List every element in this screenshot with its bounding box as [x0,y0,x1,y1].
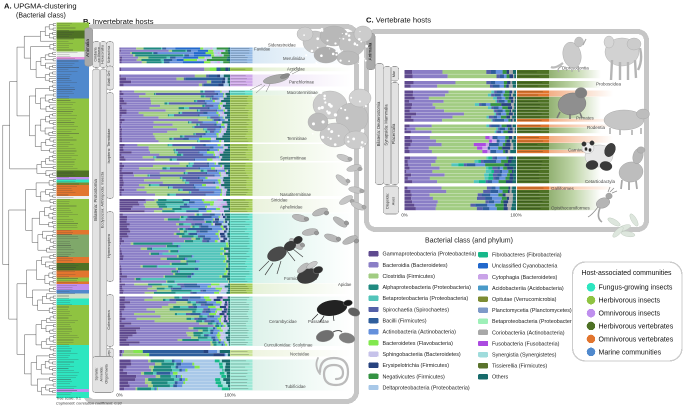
svg-text:Rodentia: Rodentia [587,125,606,130]
svg-text:Omnivorous insects: Omnivorous insects [599,311,661,318]
svg-text:Ecdysozoa: Arthropoda: Insecta: Ecdysozoa: Arthropoda: Insecta [100,171,105,228]
svg-text:0%: 0% [401,213,407,218]
svg-text:C. Vertebrate hosts: C. Vertebrate hosts [366,16,431,25]
svg-text:Marine communities: Marine communities [599,349,662,356]
svg-text:Lep.: Lep. [107,350,111,357]
svg-text:Fungus-growing insects: Fungus-growing insects [599,285,673,292]
svg-text:non-Bilateran: non-Bilateran [97,46,101,62]
svg-text:Merulinidae: Merulinidae [283,56,306,61]
svg-text:Tubificidae: Tubificidae [285,384,306,389]
svg-text:100%: 100% [510,213,521,218]
svg-text:Bacteroidetes (Flavobacteria): Bacteroidetes (Flavobacteria) [383,341,454,347]
svg-text:Herbivorous vertebrates: Herbivorous vertebrates [599,323,674,330]
svg-text:Cerambycidae: Cerambycidae [269,319,297,324]
svg-text:Macrotermitinae: Macrotermitinae [287,90,318,95]
svg-text:Tissierellia (Firmicutes): Tissierellia (Firmicutes) [492,364,547,370]
svg-text:Omnivorous vertebrates: Omnivorous vertebrates [599,336,674,343]
svg-text:Diapsida:: Diapsida: [386,193,390,209]
svg-text:Oligochaeta: Oligochaeta [105,364,109,383]
svg-text:Fibrobacteres (Fibrobacteria): Fibrobacteres (Fibrobacteria) [492,253,562,259]
svg-text:Acrididae: Acrididae [287,66,306,71]
svg-text:Erysipelotrichia (Firmicutes): Erysipelotrichia (Firmicutes) [383,363,450,369]
svg-text:Blatt: Ort:: Blatt: Ort: [107,70,111,85]
svg-text:100%: 100% [224,392,235,397]
svg-text:B. Invertebrate hosts: B. Invertebrate hosts [83,17,154,26]
svg-text:Animalia: Animalia [85,39,90,57]
svg-text:Cytophagia (Bacteroidetes): Cytophagia (Bacteroidetes) [492,275,558,281]
svg-text:Siricidae: Siricidae [271,198,288,203]
svg-text:Placentalia: Placentalia [391,123,396,144]
svg-text:Clostridia (Firmicutes): Clostridia (Firmicutes) [383,274,436,280]
svg-text:Sphingobacteriia (Bacteroidete: Sphingobacteriia (Bacteroidetes) [383,352,461,358]
svg-text:Aves: Aves [392,197,396,205]
svg-text:Siderastreidae: Siderastreidae [268,43,296,48]
svg-text:Primates: Primates [576,116,595,121]
svg-text:Betaproteobacteria (Proteobact: Betaproteobacteria (Proteobacteria) [383,296,469,302]
svg-text:Panchlorinae: Panchlorinae [289,80,315,85]
svg-text:Mar: Mar [392,70,396,77]
svg-text:Others: Others [492,375,508,381]
svg-text:Bacteroidia (Bacteroidetes): Bacteroidia (Bacteroidetes) [383,263,448,269]
svg-text:Cetartiodactyla: Cetartiodactyla [585,179,616,184]
svg-text:Alphaproteobacteria (Proteobac: Alphaproteobacteria (Proteobacteria) [383,285,472,291]
svg-text:Cophenetic correlation coeffic: Cophenetic correlation coefficient: 0.93 [56,401,123,405]
svg-text:Noctuidae: Noctuidae [290,351,310,356]
svg-text:Bacterial class (and phylum): Bacterial class (and phylum) [425,238,513,245]
svg-text:Bilateria: Deuterostomia: Bilateria: Deuterostomia [376,101,381,146]
svg-text:Spiralia:: Spiralia: [95,368,99,381]
svg-text:(Bacterial class): (Bacterial class) [16,13,66,20]
svg-text:Annelida:: Annelida: [100,367,104,382]
svg-text:Herbivorous insects: Herbivorous insects [599,298,661,305]
svg-text:Passalidae: Passalidae [308,319,330,324]
svg-text:Opisthocomiformes: Opisthocomiformes [551,206,591,211]
svg-text:Tree scale: 0.1: Tree scale: 0.1 [56,397,81,401]
svg-text:Hexacorallia: Hexacorallia [101,45,105,64]
svg-text:Planctomycetia (Planctomycetes: Planctomycetia (Planctomycetes) [492,308,572,314]
svg-text:Acidobacteriia (Acidobacteria): Acidobacteriia (Acidobacteria) [492,286,564,292]
svg-text:Host-associated communities: Host-associated communities [582,270,673,277]
svg-text:Scleractinia: Scleractinia [107,46,111,64]
svg-text:Cnidaria: Cnidaria [93,47,97,62]
svg-text:Hymenoptera: Hymenoptera [106,233,111,258]
svg-text:Galliformes: Galliformes [551,186,575,191]
svg-text:Carnivora: Carnivora [568,148,588,153]
svg-text:Synapsida: Mammalia: Synapsida: Mammalia [384,104,389,146]
svg-text:Spirochaetia (Spirochaetes): Spirochaetia (Spirochaetes) [383,307,450,313]
svg-text:Opitutae (Verrucomicrobia): Opitutae (Verrucomicrobia) [492,297,557,303]
svg-text:Gammaproteobacteria (Proteobac: Gammaproteobacteria (Proteobacteria) [383,252,477,258]
svg-text:Termitinae: Termitinae [287,136,307,141]
svg-text:Bacilli (Firmicutes): Bacilli (Firmicutes) [383,319,427,325]
svg-text:Aphelinidae: Aphelinidae [280,205,303,210]
svg-text:Isoptera: Termitidae: Isoptera: Termitidae [106,128,111,164]
svg-text:Synergistia (Synergistetes): Synergistia (Synergistetes) [492,353,557,359]
svg-text:Coleoptera: Coleoptera [106,309,111,329]
svg-text:Apidae: Apidae [338,282,352,287]
svg-text:A. UPGMA-clustering: A. UPGMA-clustering [4,2,77,11]
svg-text:Faviidae: Faviidae [254,47,271,52]
svg-text:Unclassified Cyanobacteria: Unclassified Cyanobacteria [492,264,557,270]
svg-text:Deltaproteobacteria (Proteobac: Deltaproteobacteria (Proteobacteria) [383,385,470,391]
svg-text:Nasutitermitinae: Nasutitermitinae [280,192,312,197]
svg-text:Bilateria: Protostomia: Bilateria: Protostomia [93,179,98,221]
svg-text:Animalia: Animalia [368,42,373,60]
svg-text:Diprotodontia: Diprotodontia [562,66,589,71]
svg-text:Syntermitinae: Syntermitinae [280,156,307,161]
svg-text:Negativicutes (Firmicutes): Negativicutes (Firmicutes) [383,374,446,380]
svg-text:Coriobacteriia (Actinobacteria: Coriobacteriia (Actinobacteria) [492,330,565,336]
svg-text:Fusobacteria (Fusobacteria): Fusobacteria (Fusobacteria) [492,341,560,347]
svg-text:0%: 0% [116,392,122,397]
svg-text:Betaproteobacteria (Proteobact: Betaproteobacteria (Proteobacteria) [492,319,578,325]
svg-text:Curculionidae: Scolytinae: Curculionidae: Scolytinae [264,342,313,347]
svg-text:Proboscidea: Proboscidea [596,82,622,87]
svg-text:Actinobacteria (Actinobacteria: Actinobacteria (Actinobacteria) [383,330,457,336]
